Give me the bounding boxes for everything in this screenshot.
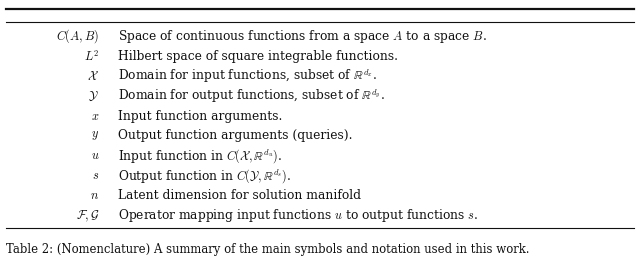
Text: Input function arguments.: Input function arguments. bbox=[118, 110, 283, 122]
Text: Output function arguments (queries).: Output function arguments (queries). bbox=[118, 130, 353, 143]
Text: Latent dimension for solution manifold: Latent dimension for solution manifold bbox=[118, 190, 362, 202]
Text: Domain for output functions, subset of $\mathbb{R}^{d_y}$.: Domain for output functions, subset of $… bbox=[118, 87, 385, 105]
Text: $\mathcal{X}$: $\mathcal{X}$ bbox=[88, 69, 99, 83]
Text: $x$: $x$ bbox=[91, 110, 99, 122]
Text: $\mathcal{Y}$: $\mathcal{Y}$ bbox=[88, 89, 99, 103]
Text: $s$: $s$ bbox=[92, 169, 99, 182]
Text: $n$: $n$ bbox=[90, 190, 99, 202]
Text: $C(A, B)$: $C(A, B)$ bbox=[56, 27, 99, 45]
Text: $y$: $y$ bbox=[92, 130, 99, 143]
Text: $\mathcal{F}, \mathcal{G}$: $\mathcal{F}, \mathcal{G}$ bbox=[76, 208, 99, 224]
Text: Operator mapping input functions $u$ to output functions $s$.: Operator mapping input functions $u$ to … bbox=[118, 208, 479, 224]
Text: Space of continuous functions from a space $A$ to a space $B$.: Space of continuous functions from a spa… bbox=[118, 27, 487, 45]
Text: Domain for input functions, subset of $\mathbb{R}^{d_x}$.: Domain for input functions, subset of $\… bbox=[118, 67, 378, 85]
Text: Table 2: (Nomenclature) A summary of the main symbols and notation used in this : Table 2: (Nomenclature) A summary of the… bbox=[6, 243, 530, 256]
Text: $u$: $u$ bbox=[91, 149, 99, 162]
Text: Input function in $C(\mathcal{X}, \mathbb{R}^{d_u})$.: Input function in $C(\mathcal{X}, \mathb… bbox=[118, 147, 283, 165]
Text: Hilbert space of square integrable functions.: Hilbert space of square integrable funct… bbox=[118, 50, 398, 63]
Text: Output function in $C(\mathcal{Y}, \mathbb{R}^{d_s})$.: Output function in $C(\mathcal{Y}, \math… bbox=[118, 167, 292, 185]
Text: $L^2$: $L^2$ bbox=[84, 49, 99, 64]
